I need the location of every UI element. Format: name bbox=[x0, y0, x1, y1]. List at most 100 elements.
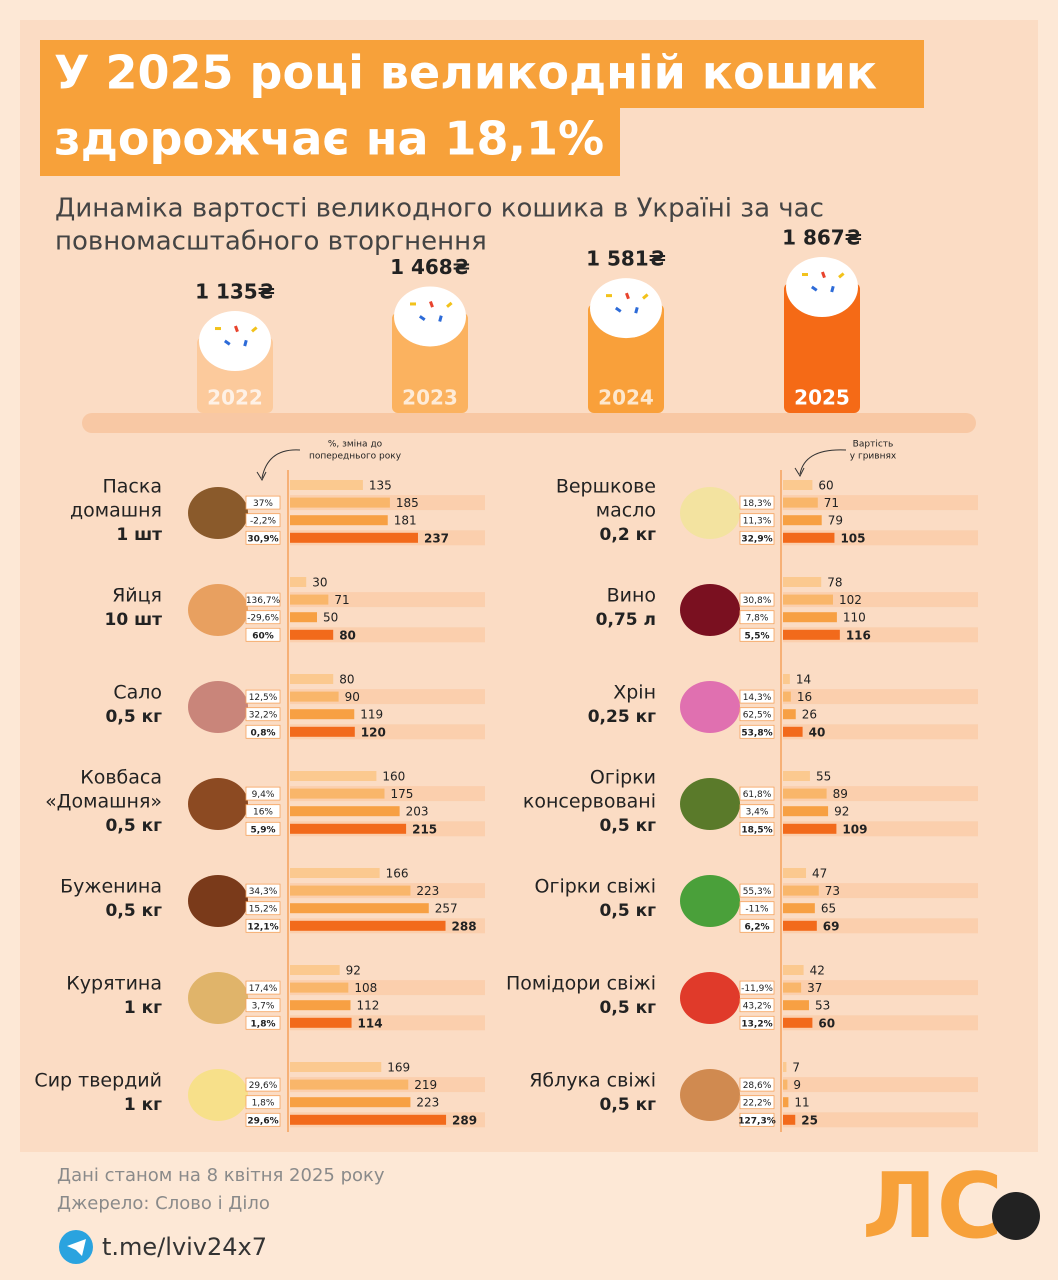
item-name: «Домашня» bbox=[45, 791, 162, 813]
item-icon bbox=[188, 681, 248, 733]
sprinkle bbox=[838, 272, 845, 279]
item-unit: 0,75 л bbox=[596, 610, 656, 630]
sprinkle bbox=[223, 339, 231, 346]
arrow bbox=[799, 449, 847, 475]
price-label: 65 bbox=[821, 902, 836, 916]
cake-icing bbox=[786, 257, 858, 318]
change-box bbox=[739, 786, 775, 801]
change-box bbox=[739, 980, 775, 995]
price-label: 9 bbox=[793, 1078, 801, 1092]
price-bar bbox=[783, 1114, 796, 1125]
change-box bbox=[739, 530, 775, 545]
telegram-icon bbox=[67, 1239, 86, 1256]
price-label: 89 bbox=[833, 787, 848, 801]
price-label: 92 bbox=[346, 964, 361, 978]
item-icon bbox=[680, 972, 740, 1024]
row-stripe bbox=[783, 495, 978, 511]
change-box bbox=[739, 592, 775, 607]
price-label: 135 bbox=[369, 479, 392, 493]
total-label: 1 468₴ bbox=[390, 255, 470, 279]
total-label: 1 581₴ bbox=[586, 247, 666, 271]
change-box bbox=[245, 689, 281, 704]
sprinkle bbox=[410, 302, 416, 306]
item-icon bbox=[188, 875, 248, 927]
title-box bbox=[40, 108, 620, 176]
price-label: 69 bbox=[823, 919, 840, 933]
sprinkle bbox=[606, 294, 612, 298]
price-bar bbox=[783, 515, 822, 526]
item-name: Буженина bbox=[60, 876, 162, 898]
price-label: 110 bbox=[843, 611, 866, 625]
price-bar bbox=[783, 532, 835, 543]
price-label: 60 bbox=[818, 479, 833, 493]
change-box bbox=[739, 998, 775, 1013]
change-box bbox=[739, 821, 775, 836]
item-unit: 0,2 кг bbox=[600, 525, 657, 545]
change-label: 62,5% bbox=[743, 711, 772, 721]
item-icon bbox=[680, 875, 740, 927]
item-icon bbox=[680, 584, 740, 636]
change-box bbox=[245, 1077, 281, 1092]
change-label: 30,9% bbox=[247, 534, 278, 544]
price-bar bbox=[783, 1062, 787, 1072]
item-name: Вино bbox=[607, 585, 656, 607]
price-bar bbox=[783, 629, 840, 640]
change-label: 37% bbox=[253, 499, 273, 509]
price-bar bbox=[290, 1000, 351, 1011]
footer-link[interactable]: t.me/lviv24x7 bbox=[102, 1233, 267, 1261]
price-bar bbox=[783, 1097, 789, 1108]
change-label: 17,4% bbox=[249, 984, 278, 994]
item-icon bbox=[188, 1069, 248, 1121]
item-unit: 0,5 кг bbox=[106, 901, 163, 921]
price-label: 80 bbox=[339, 628, 356, 642]
price-label: 7 bbox=[792, 1061, 800, 1075]
change-label: 32,9% bbox=[741, 534, 772, 544]
price-label: 120 bbox=[361, 725, 386, 739]
change-box bbox=[739, 918, 775, 933]
change-label: 61,8% bbox=[743, 790, 772, 800]
price-bar bbox=[290, 577, 307, 587]
price-bar bbox=[290, 532, 418, 543]
note: Вартість bbox=[853, 440, 894, 450]
platform bbox=[82, 413, 976, 433]
note: %, зміна до bbox=[328, 440, 383, 450]
footer-source: Джерело: Слово і Діло bbox=[57, 1193, 270, 1214]
price-label: 78 bbox=[827, 576, 842, 590]
cake-icing bbox=[590, 278, 662, 339]
price-bar bbox=[290, 629, 334, 640]
change-box bbox=[245, 998, 281, 1013]
price-label: 215 bbox=[412, 822, 437, 836]
price-label: 47 bbox=[812, 867, 827, 881]
row-stripe bbox=[783, 689, 978, 705]
price-label: 50 bbox=[323, 611, 338, 625]
change-box bbox=[245, 627, 281, 642]
price-bar bbox=[290, 674, 334, 684]
change-label: 18,5% bbox=[741, 825, 772, 835]
item-name: Яйця bbox=[112, 585, 162, 607]
title: У 2025 році великодній кошик bbox=[54, 46, 877, 100]
total-label: 1 867₴ bbox=[782, 226, 862, 250]
item-icon bbox=[188, 584, 248, 636]
sprinkle bbox=[634, 306, 639, 314]
price-bar bbox=[290, 965, 340, 975]
item-name: домашня bbox=[70, 500, 162, 522]
price-bar bbox=[290, 480, 363, 490]
price-label: 71 bbox=[824, 496, 839, 510]
price-label: 79 bbox=[828, 514, 843, 528]
arrow bbox=[256, 471, 267, 482]
title-box bbox=[40, 40, 924, 108]
row-stripe bbox=[290, 689, 485, 705]
item-name: Хрін bbox=[613, 682, 656, 704]
price-bar bbox=[783, 709, 796, 720]
change-box bbox=[245, 1095, 281, 1110]
row-stripe bbox=[290, 592, 485, 608]
change-label: 3,4% bbox=[746, 808, 769, 818]
change-box bbox=[245, 786, 281, 801]
price-bar bbox=[290, 1097, 411, 1108]
price-bar bbox=[290, 868, 380, 878]
price-bar bbox=[290, 788, 385, 799]
price-label: 116 bbox=[846, 628, 871, 642]
price-label: 203 bbox=[406, 805, 429, 819]
change-label: 1,8% bbox=[252, 1099, 275, 1109]
